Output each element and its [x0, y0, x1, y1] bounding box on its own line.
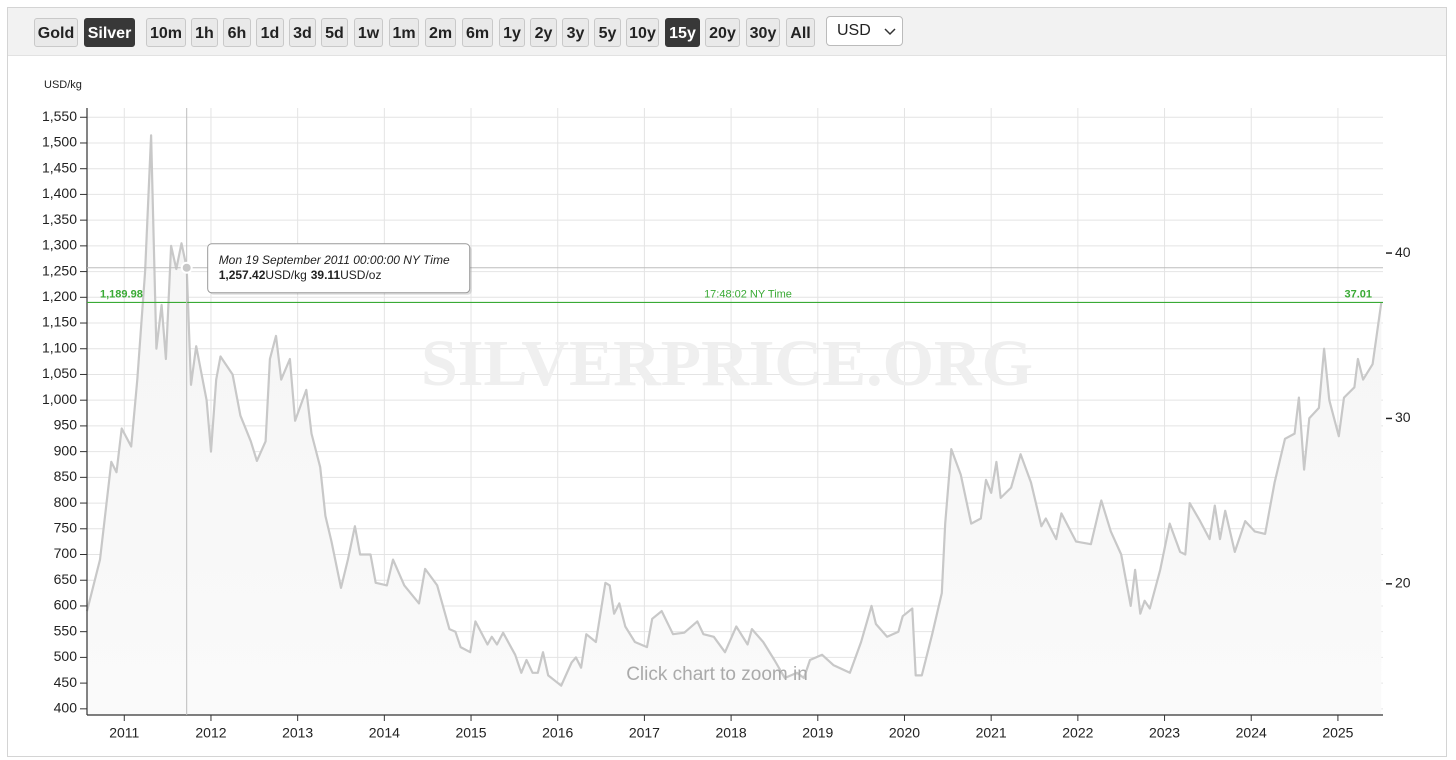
currency-label: USD — [837, 22, 871, 39]
y-tick-label: 1,200 — [42, 288, 77, 304]
dropdown-arrow — [884, 28, 896, 36]
y-tick-label: 600 — [54, 597, 78, 613]
y-tick-label: 950 — [54, 417, 78, 433]
toolbar-button[interactable]: 5y — [594, 18, 621, 47]
current-price-label: 1,189.98 — [100, 288, 143, 300]
y-tick-label: 1,100 — [42, 339, 77, 355]
x-tick-label: 2011 — [109, 725, 139, 741]
toolbar-button[interactable]: 1w — [354, 18, 383, 47]
y-tick-label: 500 — [54, 648, 78, 664]
tooltip-box — [207, 243, 471, 294]
toolbar-button[interactable]: 3d — [289, 18, 316, 47]
x-tick-label: 2014 — [369, 725, 400, 741]
toolbar-button[interactable]: 6m — [462, 18, 493, 47]
y-tick-label: 1,450 — [42, 159, 77, 175]
toolbar-button[interactable]: 1y — [499, 18, 525, 47]
y2-tick-label: 20 — [1395, 575, 1411, 591]
toolbar-button[interactable]: 2y — [530, 18, 557, 47]
toolbar-button[interactable]: 2m — [425, 18, 456, 47]
toolbar-button[interactable]: Gold — [34, 18, 78, 47]
y-tick-label: 700 — [54, 545, 78, 561]
toolbar-button[interactable]: 10m — [146, 18, 186, 47]
y-tick-label: 1,350 — [42, 211, 77, 227]
x-tick-label: 2016 — [542, 725, 573, 741]
y-tick-label: 1,500 — [42, 134, 77, 150]
y-tick-label: 800 — [54, 494, 78, 510]
y-tick-label: 750 — [54, 519, 78, 535]
toolbar-button[interactable]: Silver — [84, 18, 135, 47]
y-tick-label: 1,550 — [42, 108, 77, 124]
y2-tick-label: 40 — [1395, 244, 1411, 260]
x-tick-label: 2020 — [889, 725, 920, 741]
x-tick-label: 2013 — [282, 725, 313, 741]
toolbar-button[interactable]: 6h — [223, 18, 251, 47]
current-price-time: 17:48:02 NY Time — [704, 288, 792, 300]
toolbar-button[interactable]: 5d — [321, 18, 348, 47]
watermark: SILVERPRICE.ORG — [421, 327, 1033, 400]
x-tick-label: 2021 — [976, 725, 1007, 741]
toolbar-button[interactable]: 10y — [626, 18, 659, 47]
tooltip-oz-unit: USD/oz — [340, 268, 381, 282]
tooltip-kg: 1,257.42 — [219, 268, 266, 282]
x-tick-label: 2012 — [195, 725, 226, 741]
x-tick-label: 2018 — [716, 725, 747, 741]
y-tick-label: 400 — [54, 700, 78, 716]
y2-tick-label: 30 — [1395, 409, 1411, 425]
toolbar-button[interactable]: 30y — [746, 18, 780, 47]
y-tick-label: 1,000 — [42, 391, 77, 407]
price-line — [85, 134, 1383, 687]
y-tick-label: 1,050 — [42, 365, 77, 381]
toolbar-button[interactable]: 1d — [256, 18, 284, 47]
y-tick-label: 850 — [54, 468, 78, 484]
x-tick-label: 2023 — [1149, 725, 1180, 741]
tooltip-point — [180, 261, 193, 274]
y-tick-label: 1,150 — [42, 314, 77, 330]
tooltip-kg-unit: USD/kg — [265, 268, 306, 282]
y-tick-label: 1,400 — [42, 185, 77, 201]
toolbar: USD Gold Silver 10m 1h 6h 1d 3d 5d 1w 1m 2m 6m 1y 2y 3… — [8, 8, 1446, 56]
tooltip-oz: 39.11 — [311, 268, 341, 282]
frame — [7, 7, 1447, 757]
y-tick-label: 650 — [54, 571, 78, 587]
toolbar-button[interactable]: 3y — [562, 18, 589, 47]
y-axis-title: USD/kg — [44, 79, 82, 91]
tooltip-date: Mon 19 September 2011 00:00:00 NY Time — [219, 253, 450, 267]
toolbar-button[interactable]: 1h — [191, 18, 218, 47]
toolbar-button[interactable]: 1m — [389, 18, 419, 47]
x-tick-label: 2019 — [802, 725, 833, 741]
y-tick-label: 1,250 — [42, 262, 77, 278]
y-tick-label: 900 — [54, 442, 78, 458]
y-tick-label: 1,300 — [42, 237, 77, 253]
x-tick-label: 2025 — [1322, 725, 1353, 741]
y-tick-label: 450 — [54, 674, 78, 690]
zoom-hint: Click chart to zoom in — [626, 664, 808, 685]
current-price-oz: 37.01 — [1344, 288, 1372, 300]
x-tick-label: 2022 — [1062, 725, 1093, 741]
toolbar-button[interactable]: 20y — [705, 18, 740, 47]
y-tick-label: 550 — [54, 622, 78, 638]
x-tick-label: 2024 — [1236, 725, 1267, 741]
x-tick-label: 2015 — [455, 725, 486, 741]
toolbar-button[interactable]: 15y — [665, 18, 700, 47]
x-tick-label: 2017 — [629, 725, 660, 741]
area-fill — [87, 135, 1382, 716]
toolbar-button[interactable]: All — [786, 18, 815, 47]
currency-select[interactable]: USD — [826, 16, 903, 46]
tooltip-values: 1,257.42USD/kg 39.11USD/oz — [219, 268, 382, 282]
